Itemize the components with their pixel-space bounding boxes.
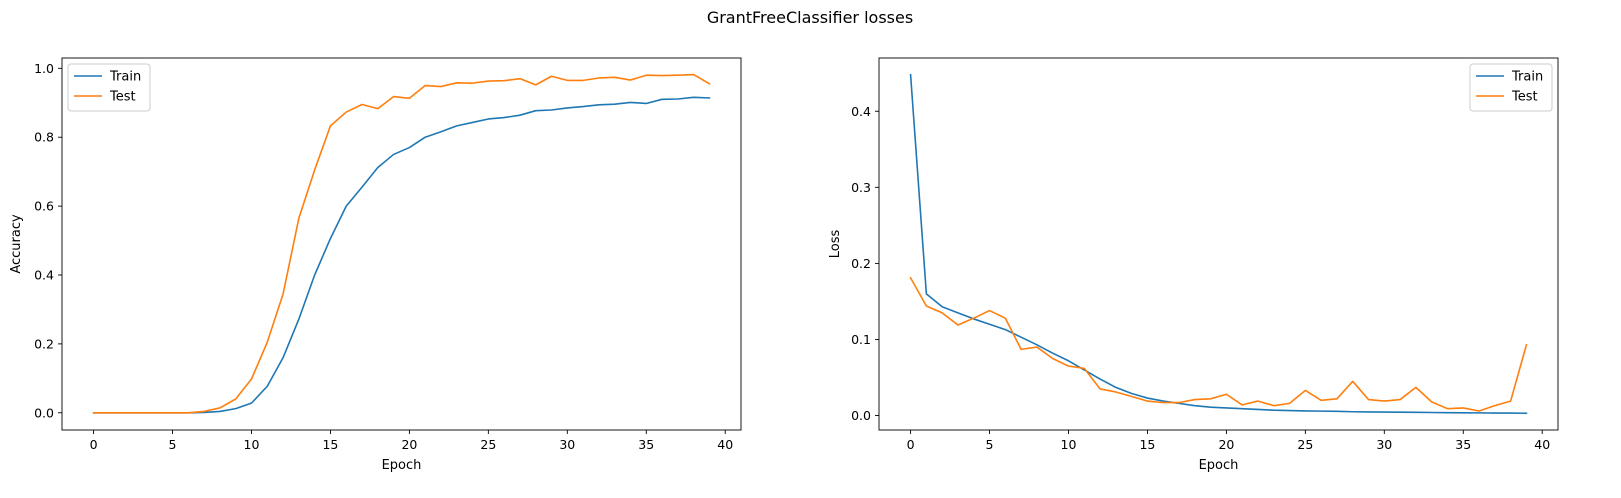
accuracy-xtick-label: 15 [322, 437, 338, 452]
loss-ytick-label: 0.3 [851, 180, 871, 195]
accuracy-y-axis-label: Accuracy [9, 214, 24, 274]
accuracy-train-line [92, 96, 711, 414]
accuracy-ytick-label: 0.6 [34, 199, 54, 214]
accuracy-xtick-label: 0 [90, 437, 98, 452]
accuracy-xtick-label: 25 [480, 437, 496, 452]
accuracy-ytick-label: 0.2 [34, 336, 54, 351]
accuracy-legend-label-train: Train [109, 70, 141, 85]
loss-xtick-label: 40 [1534, 437, 1550, 452]
accuracy-ytick-label: 0.8 [34, 130, 54, 145]
accuracy-xtick-label: 5 [169, 437, 177, 452]
loss-x-axis-label: Epoch [1199, 458, 1239, 473]
loss-ytick-label: 0.2 [851, 256, 871, 271]
loss-legend-label-test: Test [1511, 90, 1538, 105]
loss-legend: Train Test [1469, 63, 1553, 112]
loss-ytick-label: 0.4 [851, 104, 871, 119]
loss-test-line [909, 276, 1528, 412]
loss-panel: 0 5 10 15 20 25 30 35 40 0.0 0.1 0.2 0.3 0.4 Epoch Loss… [828, 57, 1559, 473]
accuracy-xtick-label: 20 [401, 437, 417, 452]
loss-ytick-label: 0.1 [851, 332, 871, 347]
loss-xtick-label: 35 [1455, 437, 1471, 452]
loss-train-line [909, 73, 1528, 415]
loss-xtick-label: 5 [986, 437, 994, 452]
figure-title: GrantFreeClassifier losses [707, 8, 913, 27]
loss-axes-frame [878, 57, 1559, 431]
loss-ytick-label: 0.0 [851, 408, 871, 423]
loss-xtick-label: 20 [1218, 437, 1234, 452]
accuracy-x-axis-label: Epoch [382, 458, 422, 473]
accuracy-ytick-label: 0.0 [34, 405, 54, 420]
loss-xtick-label: 0 [907, 437, 915, 452]
loss-xtick-label: 15 [1139, 437, 1155, 452]
loss-xtick-label: 10 [1061, 437, 1077, 452]
accuracy-axes-frame [61, 57, 742, 431]
accuracy-xtick-label: 10 [244, 437, 260, 452]
loss-legend-label-train: Train [1511, 70, 1543, 85]
accuracy-ytick-label: 0.4 [34, 268, 54, 283]
accuracy-panel: 0 5 10 15 20 25 30 35 40 0.0 0.2 0.4 0.6 0.8 1.0 Epoch A… [9, 57, 742, 473]
accuracy-xtick-label: 30 [559, 437, 575, 452]
accuracy-ytick-label: 1.0 [34, 61, 54, 76]
accuracy-legend: Train Test [67, 63, 151, 112]
accuracy-xtick-label: 35 [638, 437, 654, 452]
loss-xtick-label: 30 [1376, 437, 1392, 452]
accuracy-test-line [92, 73, 711, 414]
accuracy-legend-label-test: Test [109, 90, 136, 105]
accuracy-xtick-label: 40 [717, 437, 733, 452]
loss-xtick-label: 25 [1297, 437, 1313, 452]
loss-y-axis-label: Loss [828, 230, 843, 259]
